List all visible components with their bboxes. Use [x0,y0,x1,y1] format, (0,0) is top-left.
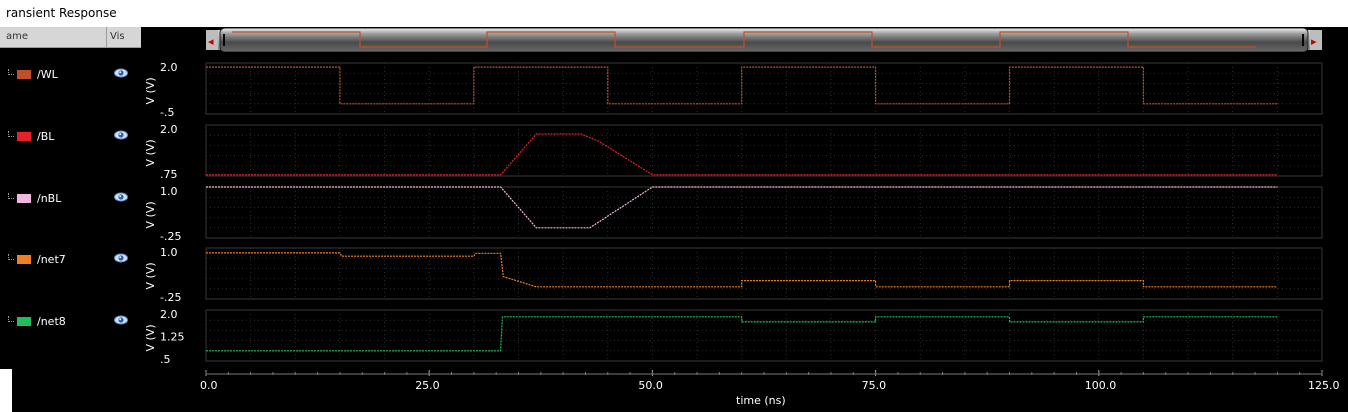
name-column-header[interactable]: ame [0,27,107,47]
signal-row[interactable]: /net7 [0,250,141,270]
x-tick-label: 25.0 [415,379,440,392]
waveform-trace[interactable] [206,67,1277,104]
window-titlebar: ransient Response [0,0,1348,27]
panel-frame [206,187,1322,238]
visibility-eye-icon[interactable] [114,251,128,265]
window-title: ransient Response [6,6,117,20]
y-tick-label: 2.0 [160,123,178,136]
signal-list-header: ame Vis [0,27,141,48]
tree-connector [8,69,14,75]
panel-frame [206,125,1322,176]
x-tick-label: 0.0 [200,379,218,392]
y-axis-label: V (V) [144,324,157,351]
tree-connector [8,254,14,260]
y-tick-label: 2.0 [160,61,178,74]
scroll-left-arrow-icon: ◂ [208,35,214,48]
signal-name: /net8 [37,315,66,328]
panel-frame [206,310,1322,361]
signal-color-swatch[interactable] [17,70,31,79]
x-tick-label: 50.0 [638,379,663,392]
panel-frame [206,63,1322,114]
overview-scrollbar[interactable]: ◂ ▸ [206,28,1322,52]
panel-splitter[interactable] [0,369,12,412]
signal-list-panel: ame Vis /WL/BL/nBL/net7/net8 [0,27,141,412]
scroll-right-arrow-icon: ▸ [1311,35,1317,48]
thumb-right-grip[interactable] [1302,34,1304,46]
waveform-trace[interactable] [206,134,1277,175]
x-axis-label: time (ns) [736,394,786,407]
visibility-eye-icon[interactable] [114,128,128,142]
visible-column-header[interactable]: Vis [108,27,141,47]
signal-color-swatch[interactable] [17,194,31,203]
signal-color-swatch[interactable] [17,317,31,326]
y-axis-label: V (V) [144,201,157,228]
signal-name: /nBL [37,192,61,205]
y-tick-label: .75 [160,168,178,181]
tree-connector [8,131,14,137]
x-tick-label: 100.0 [1085,379,1117,392]
tree-connector [8,193,14,199]
tree-connector [8,316,14,322]
x-tick-label: 75.0 [862,379,887,392]
waveform-trace[interactable] [206,317,1277,351]
y-axis-label: V (V) [144,139,157,166]
signal-name: /BL [37,130,54,143]
y-tick-label: -.25 [160,291,181,304]
y-tick-label: -.5 [160,106,174,119]
signal-row[interactable]: /net8 [0,312,141,332]
waveform-plot-area[interactable]: 2.0-.5V (V)2.0.75V (V)1.0-.25V (V)1.0-.2… [142,56,1348,412]
signal-name: /net7 [37,253,66,266]
y-tick-label: .5 [160,353,171,366]
visibility-eye-icon[interactable] [114,66,128,80]
y-axis-label: V (V) [144,77,157,104]
y-axis-label: V (V) [144,262,157,289]
signal-row[interactable]: /nBL [0,189,141,209]
visibility-eye-icon[interactable] [114,190,128,204]
signal-row[interactable]: /BL [0,127,141,147]
signal-row[interactable]: /WL [0,65,141,85]
x-tick-label: 125.0 [1308,379,1340,392]
thumb-left-grip[interactable] [223,34,225,46]
y-tick-label: 1.0 [160,246,178,259]
signal-color-swatch[interactable] [17,132,31,141]
y-tick-label: 2.0 [160,308,178,321]
y-tick-label: -.25 [160,230,181,243]
signal-color-swatch[interactable] [17,255,31,264]
y-tick-label: 1.25 [160,331,185,344]
y-tick-label: 1.0 [160,185,178,198]
signal-name: /WL [37,68,58,81]
visibility-eye-icon[interactable] [114,313,128,327]
